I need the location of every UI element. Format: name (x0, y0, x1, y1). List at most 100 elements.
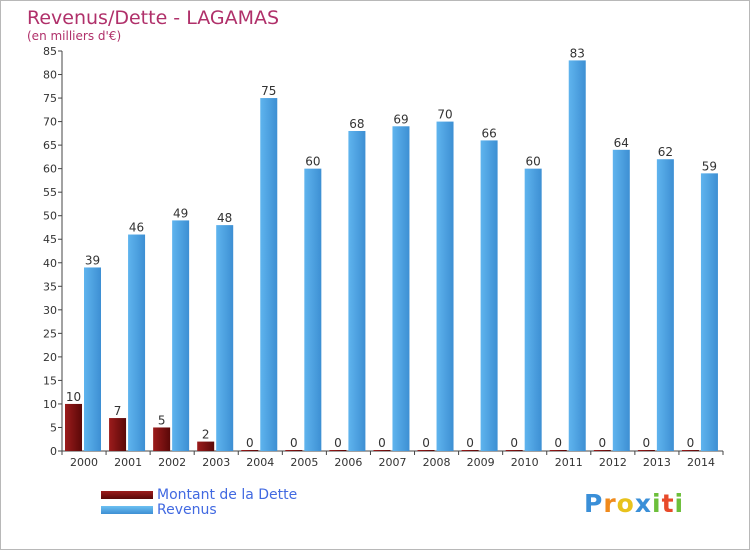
x-tick-label: 2002 (158, 456, 186, 469)
data-label-revenue: 62 (658, 145, 673, 159)
bar-debt (329, 450, 347, 451)
data-label-debt: 0 (510, 436, 518, 450)
data-label-revenue: 60 (305, 155, 320, 169)
data-label-debt: 0 (290, 436, 298, 450)
y-tick-label: 50 (43, 210, 57, 223)
chart-subtitle: (en milliers d'€) (27, 29, 122, 43)
data-label-revenue: 46 (129, 221, 144, 235)
bar-revenue (84, 267, 101, 451)
x-tick-label: 2014 (687, 456, 715, 469)
data-label-revenue: 60 (526, 155, 541, 169)
bar-debt (549, 450, 567, 451)
bar-debt (65, 403, 82, 451)
bar-revenue (304, 168, 322, 451)
data-label-debt: 0 (687, 436, 695, 450)
x-tick-label: 2013 (643, 456, 671, 469)
bar-debt (197, 441, 215, 451)
data-label-debt: 0 (378, 436, 386, 450)
bar-debt (417, 450, 435, 451)
bar-debt (241, 450, 259, 451)
bar-revenue (612, 149, 630, 451)
y-tick-label: 60 (43, 163, 57, 176)
data-label-revenue: 59 (702, 159, 717, 173)
bar-revenue (172, 220, 190, 451)
legend-swatch-revenue (101, 505, 153, 514)
y-tick-label: 80 (43, 69, 57, 82)
data-label-debt: 0 (554, 436, 562, 450)
legend-label-debt: Montant de la Dette (157, 486, 298, 503)
logo-letter: i (674, 489, 685, 518)
y-tick-label: 25 (43, 327, 57, 340)
bar-revenue (128, 234, 146, 451)
logo-letter: x (634, 489, 652, 518)
data-label-debt: 0 (598, 436, 606, 450)
bar-revenue (260, 98, 278, 451)
x-tick-label: 2004 (246, 456, 274, 469)
y-tick-label: 40 (43, 257, 57, 270)
x-tick-label: 2012 (599, 456, 627, 469)
y-tick-label: 35 (43, 280, 57, 293)
data-label-revenue: 75 (261, 84, 276, 98)
bar-revenue (480, 140, 498, 452)
legend-label-revenue: Revenus (157, 501, 217, 518)
x-tick-label: 2009 (467, 456, 495, 469)
data-label-debt: 0 (422, 436, 430, 450)
logo-letter: t (661, 489, 675, 518)
x-tick-label: 2000 (70, 456, 98, 469)
x-tick-label: 2006 (334, 456, 362, 469)
data-label-debt: 0 (643, 436, 651, 450)
data-label-revenue: 69 (393, 112, 408, 126)
data-label-revenue: 66 (481, 126, 496, 140)
bar-debt (461, 450, 479, 451)
bar-debt (109, 418, 127, 451)
proxiti-logo: Proxiti (584, 489, 684, 518)
bar-debt (681, 450, 699, 451)
y-tick-label: 55 (43, 186, 57, 199)
x-tick-label: 2011 (555, 456, 583, 469)
bar-revenue (216, 225, 234, 451)
y-tick-label: 20 (43, 351, 57, 364)
data-label-revenue: 68 (349, 117, 364, 131)
bar-revenue (524, 168, 542, 451)
bar-debt (285, 450, 303, 451)
bar-debt (593, 450, 611, 451)
y-tick-label: 0 (50, 445, 57, 458)
data-label-debt: 2 (202, 428, 210, 442)
data-label-revenue: 83 (570, 46, 585, 60)
logo-letter: r (603, 489, 617, 518)
x-tick-label: 2001 (114, 456, 142, 469)
data-label-revenue: 70 (437, 108, 452, 122)
chart-title: Revenus/Dette - LAGAMAS (27, 7, 280, 29)
y-tick-label: 30 (43, 304, 57, 317)
legend-swatch-debt (101, 490, 153, 499)
data-label-debt: 0 (334, 436, 342, 450)
x-tick-label: 2003 (202, 456, 230, 469)
data-label-revenue: 49 (173, 206, 188, 220)
x-tick-label: 2008 (423, 456, 451, 469)
logo-letter: P (584, 489, 604, 518)
y-tick-label: 5 (50, 421, 57, 434)
bar-revenue (568, 60, 586, 451)
x-tick-label: 2005 (290, 456, 318, 469)
data-label-debt: 10 (66, 390, 81, 404)
y-tick-label: 85 (43, 45, 57, 58)
data-label-debt: 0 (466, 436, 474, 450)
bar-debt (373, 450, 391, 451)
logo-letter: i (652, 489, 662, 518)
bar-debt (505, 450, 523, 451)
bar-debt (153, 427, 171, 451)
x-tick-label: 2007 (379, 456, 407, 469)
bar-debt (637, 450, 655, 451)
bar-revenue (436, 121, 454, 452)
y-tick-label: 65 (43, 139, 57, 152)
y-tick-label: 15 (43, 374, 57, 387)
data-label-revenue: 64 (614, 136, 629, 150)
data-label-revenue: 39 (85, 253, 100, 267)
bar-revenue (392, 126, 410, 451)
legend-item-revenue: Revenus (101, 501, 297, 518)
y-tick-label: 75 (43, 92, 57, 105)
data-label-debt: 7 (114, 404, 122, 418)
bar-revenue (656, 159, 674, 451)
